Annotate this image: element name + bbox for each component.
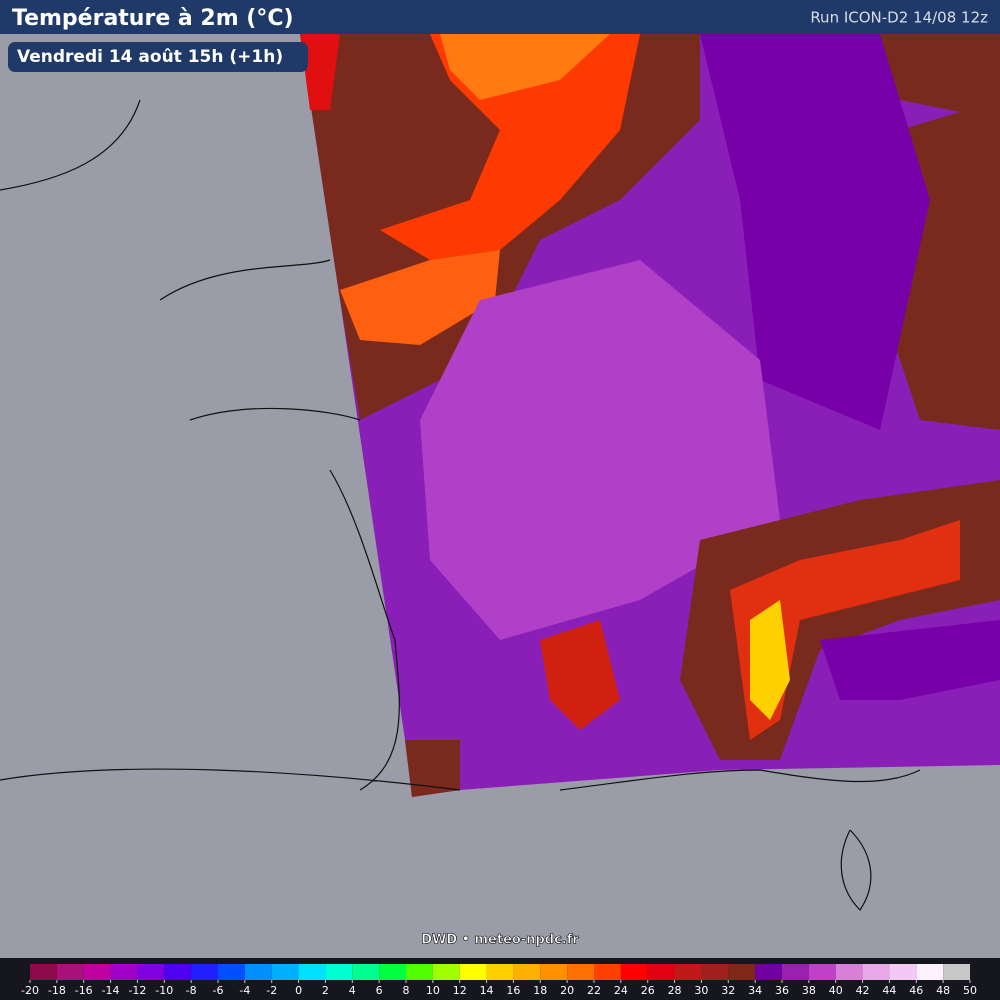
colorbar-label: 34 [748,984,762,997]
colorbar-label: 8 [403,984,410,997]
colorbar-swatch [513,964,541,980]
colorbar-label: 38 [802,984,816,997]
colorbar-label: 14 [480,984,494,997]
title: Température à 2m (°C) [12,6,294,31]
colorbar-label: -6 [213,984,224,997]
colorbar-label: 10 [426,984,440,997]
colorbar-swatch [30,964,57,980]
colorbar-label: 40 [829,984,843,997]
colorbar-label: 0 [295,984,302,997]
model-field [300,34,1000,797]
colorbar-label: 42 [856,984,870,997]
colorbar-label: 2 [322,984,329,997]
colorbar-label: -20 [21,984,39,997]
colorbar-swatch [379,964,406,980]
colorbar-label: 50 [963,984,977,997]
colorbar-swatch [647,964,675,980]
colorbar-label: -4 [239,984,250,997]
colorbar-label: 26 [641,984,655,997]
colorbar-swatch [862,964,890,980]
colorbar-swatch [808,964,836,980]
colorbar-swatch [271,964,299,980]
colorbar-swatch [943,964,970,980]
colorbar-swatch [782,964,809,980]
colorbar-label: 48 [936,984,950,997]
colorbar-swatch [889,964,917,980]
colorbar-swatch [459,964,487,980]
header-bar [0,0,1000,34]
colorbar-label: -2 [266,984,277,997]
credit: DWD • meteo-npdc.fr [421,933,579,948]
colorbar-swatch [835,964,863,980]
colorbar-swatch [916,964,944,980]
coastlines [0,99,921,911]
colorbar-swatch [620,964,648,980]
colorbar-swatch [406,964,433,980]
colorbar-swatch [164,964,192,980]
colorbar-swatch [191,964,218,980]
colorbar-label: -14 [102,984,120,997]
colorbar-swatch [325,964,353,980]
colorbar-swatch [298,964,326,980]
colorbar-swatch [755,964,782,980]
colorbar-label: 12 [453,984,467,997]
colorbar-label: 30 [694,984,708,997]
colorbar-label: 32 [721,984,735,997]
colorbar: -20 -18 -16 -14 -12 -10 -8 -6 -4 -2 0 2 4 6 8 10 12 14 16 1… [21,964,977,997]
colorbar-label: 4 [349,984,356,997]
colorbar-swatch [218,964,245,980]
colorbar-swatch [594,964,621,980]
colorbar-label: 24 [614,984,628,997]
colorbar-label: 28 [668,984,682,997]
colorbar-label: 22 [587,984,601,997]
colorbar-swatch [352,964,380,980]
colorbar-label: 16 [506,984,520,997]
colorbar-swatch [486,964,514,980]
colorbar-label: 18 [533,984,547,997]
valid-time-badge [8,42,308,72]
colorbar-label: 44 [882,984,896,997]
colorbar-label: -8 [186,984,197,997]
colorbar-swatch [540,964,568,980]
colorbar-swatch [701,964,729,980]
colorbar-label: 46 [909,984,923,997]
colorbar-label: 36 [775,984,789,997]
colorbar-label: 6 [376,984,383,997]
colorbar-label: -12 [128,984,146,997]
valid-time: Vendredi 14 août 15h (+1h) [17,47,283,67]
run-info: Run ICON-D2 14/08 12z [810,9,988,27]
colorbar-swatch [56,964,84,980]
colorbar-label: 20 [560,984,574,997]
colorbar-swatch [432,964,460,980]
colorbar-swatch [83,964,111,980]
colorbar-swatch [244,964,272,980]
colorbar-swatch [567,964,594,980]
colorbar-swatch [728,964,756,980]
colorbar-swatch [674,964,702,980]
colorbar-label: -18 [48,984,66,997]
colorbar-label: -16 [75,984,93,997]
colorbar-label: -10 [155,984,173,997]
colorbar-swatch [110,964,138,980]
colorbar-swatch [137,964,165,980]
